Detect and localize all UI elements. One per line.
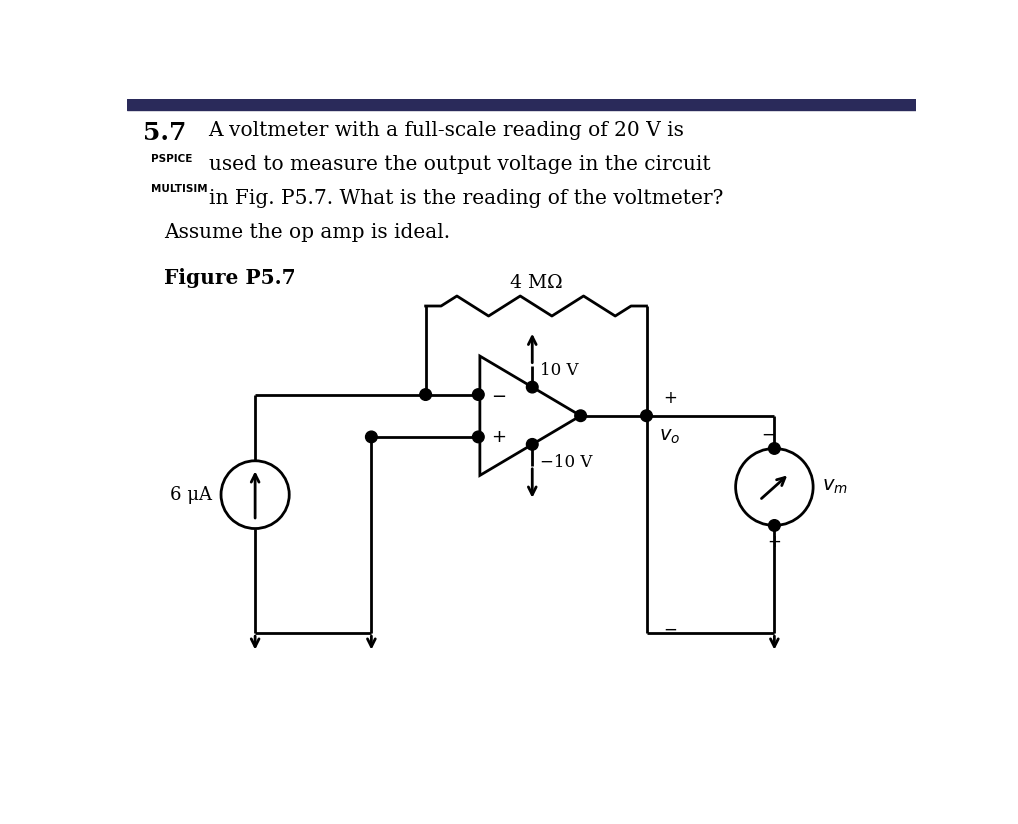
Text: $-$: $-$ [491, 386, 506, 404]
Bar [127, 99, 916, 110]
Text: Figure P5.7: Figure P5.7 [165, 268, 296, 288]
Text: 4 MΩ: 4 MΩ [510, 274, 562, 293]
Circle shape [769, 520, 780, 531]
Text: used to measure the output voltage in the circuit: used to measure the output voltage in th… [209, 155, 711, 174]
Circle shape [472, 389, 485, 400]
Text: in Fig. P5.7. What is the reading of the voltmeter?: in Fig. P5.7. What is the reading of the… [209, 189, 723, 208]
Text: Assume the op amp is ideal.: Assume the op amp is ideal. [165, 222, 451, 242]
Text: $-$: $-$ [761, 426, 776, 443]
Text: $+$: $+$ [768, 534, 782, 551]
Text: −10 V: −10 V [540, 454, 592, 471]
Circle shape [472, 431, 485, 442]
Circle shape [419, 389, 432, 400]
Text: $+$: $+$ [491, 428, 506, 446]
Circle shape [526, 382, 539, 393]
Circle shape [769, 442, 780, 454]
Text: A voltmeter with a full-scale reading of 20 V is: A voltmeter with a full-scale reading of… [209, 121, 684, 140]
Circle shape [640, 410, 653, 422]
Text: MULTISIM: MULTISIM [151, 184, 207, 194]
Text: $-$: $-$ [663, 621, 677, 638]
Text: 5.7: 5.7 [143, 121, 186, 145]
Circle shape [526, 438, 539, 450]
Text: 10 V: 10 V [540, 363, 578, 379]
Text: $v_m$: $v_m$ [823, 478, 848, 496]
Text: $v_o$: $v_o$ [659, 428, 680, 447]
Text: PSPICE: PSPICE [151, 154, 191, 164]
Text: $+$: $+$ [663, 391, 677, 407]
Circle shape [365, 431, 378, 442]
Circle shape [575, 410, 586, 422]
Text: 6 μA: 6 μA [170, 485, 212, 503]
